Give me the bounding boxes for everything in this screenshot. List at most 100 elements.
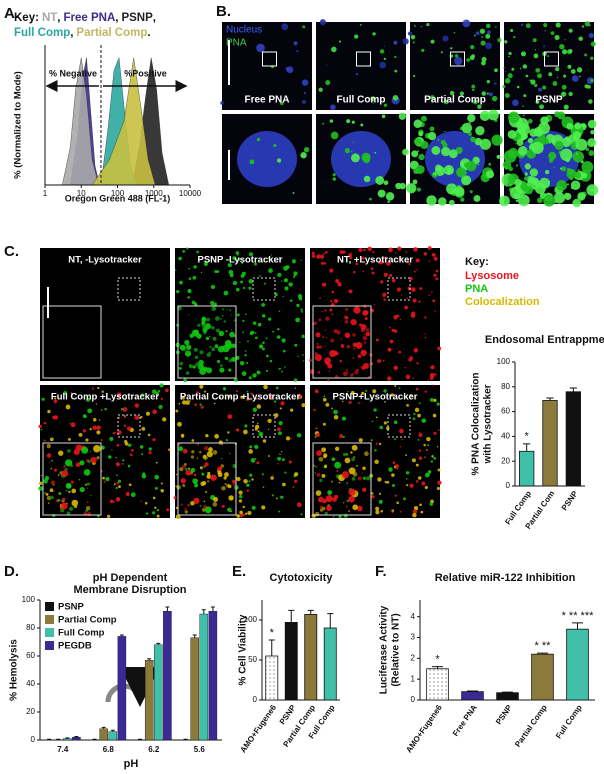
image-speck (413, 168, 419, 174)
image-speck (383, 421, 387, 425)
image-speck (348, 495, 355, 503)
image-speck (430, 95, 435, 100)
image-speck (44, 492, 46, 494)
image-speck (406, 484, 409, 487)
image-speck (321, 447, 327, 453)
x-tick-label: 6.2 (148, 745, 160, 754)
image-speck (276, 335, 281, 339)
legend-entry: PSNP (58, 602, 85, 613)
image-speck (424, 456, 426, 458)
image-speck (401, 438, 404, 441)
image-speck (353, 306, 361, 314)
image-speck (431, 291, 433, 294)
image-speck (347, 391, 349, 393)
image-speck (428, 294, 431, 296)
image-speck (109, 499, 114, 504)
image-speck (400, 294, 403, 296)
image-speck (520, 135, 527, 141)
image-speck (398, 256, 402, 261)
image-speck (584, 53, 587, 57)
image-speck (341, 471, 350, 479)
image-speck (207, 471, 211, 476)
image-speck (530, 79, 536, 85)
image-speck (257, 430, 260, 433)
image-speck (375, 506, 380, 511)
image-speck (362, 310, 369, 316)
image-speck (188, 314, 190, 316)
image-speck (277, 456, 282, 461)
image-speck (182, 400, 187, 405)
image-speck (379, 49, 385, 54)
image-speck (567, 64, 572, 69)
image-speck (334, 446, 340, 452)
image-speck (427, 444, 429, 446)
image-speck (527, 138, 534, 144)
image-speck (499, 195, 510, 207)
image-speck (428, 260, 431, 263)
image-speck (234, 476, 236, 479)
image-speck (191, 450, 195, 454)
image-speck (560, 148, 573, 161)
image-speck (255, 397, 258, 401)
image-speck (402, 148, 409, 156)
bar (163, 611, 172, 741)
image-speck (182, 249, 186, 253)
image-speck (125, 491, 130, 497)
image-speck (64, 459, 73, 467)
image-speck (559, 44, 565, 50)
image-speck (96, 456, 100, 460)
image-speck (100, 438, 103, 442)
image-speck (337, 331, 341, 335)
image-speck (53, 490, 55, 493)
image-speck (223, 290, 229, 296)
image-speck (429, 397, 434, 402)
bar (542, 400, 558, 487)
image-speck (217, 470, 222, 475)
image-speck (378, 499, 383, 504)
image-speck (529, 79, 531, 82)
image-speck (340, 344, 345, 348)
image-speck (343, 452, 347, 457)
image-speck (108, 455, 112, 459)
legend-entry: PSNP (121, 12, 153, 24)
image-speck (247, 510, 252, 516)
image-speck (211, 306, 217, 311)
image-speck (407, 31, 413, 36)
image-speck (278, 310, 281, 312)
x-tick-label: 5.6 (194, 745, 206, 754)
image-speck (415, 387, 419, 391)
image-speck (95, 403, 97, 405)
image-speck (408, 262, 411, 266)
zoom-box (544, 51, 559, 67)
image-speck (448, 149, 458, 159)
image-speck (335, 352, 339, 356)
image-speck (561, 84, 567, 90)
image-speck (437, 346, 442, 351)
image-speck (404, 366, 407, 369)
image-speck (301, 79, 309, 86)
image-speck (402, 38, 409, 45)
image-speck (121, 462, 124, 465)
image-speck (413, 119, 423, 128)
error-bar (74, 736, 79, 738)
image-speck (194, 483, 199, 488)
image-speck (175, 269, 177, 271)
image-speck (504, 78, 511, 84)
image-speck (576, 152, 578, 155)
image-speck (180, 503, 183, 506)
image-speck (375, 176, 385, 185)
image-speck (519, 67, 522, 70)
y-axis-label: Luciferase Activity (379, 605, 390, 694)
image-speck (385, 192, 395, 201)
image-speck (168, 448, 171, 451)
image-speck (276, 427, 281, 432)
image-speck (533, 127, 544, 137)
image-speck (472, 99, 478, 105)
image-speck (475, 126, 485, 136)
inset (312, 305, 372, 379)
image-speck (200, 481, 206, 487)
significance: * (435, 654, 440, 666)
image-speck (193, 329, 199, 335)
image-speck (65, 489, 68, 492)
image-speck (63, 390, 67, 395)
